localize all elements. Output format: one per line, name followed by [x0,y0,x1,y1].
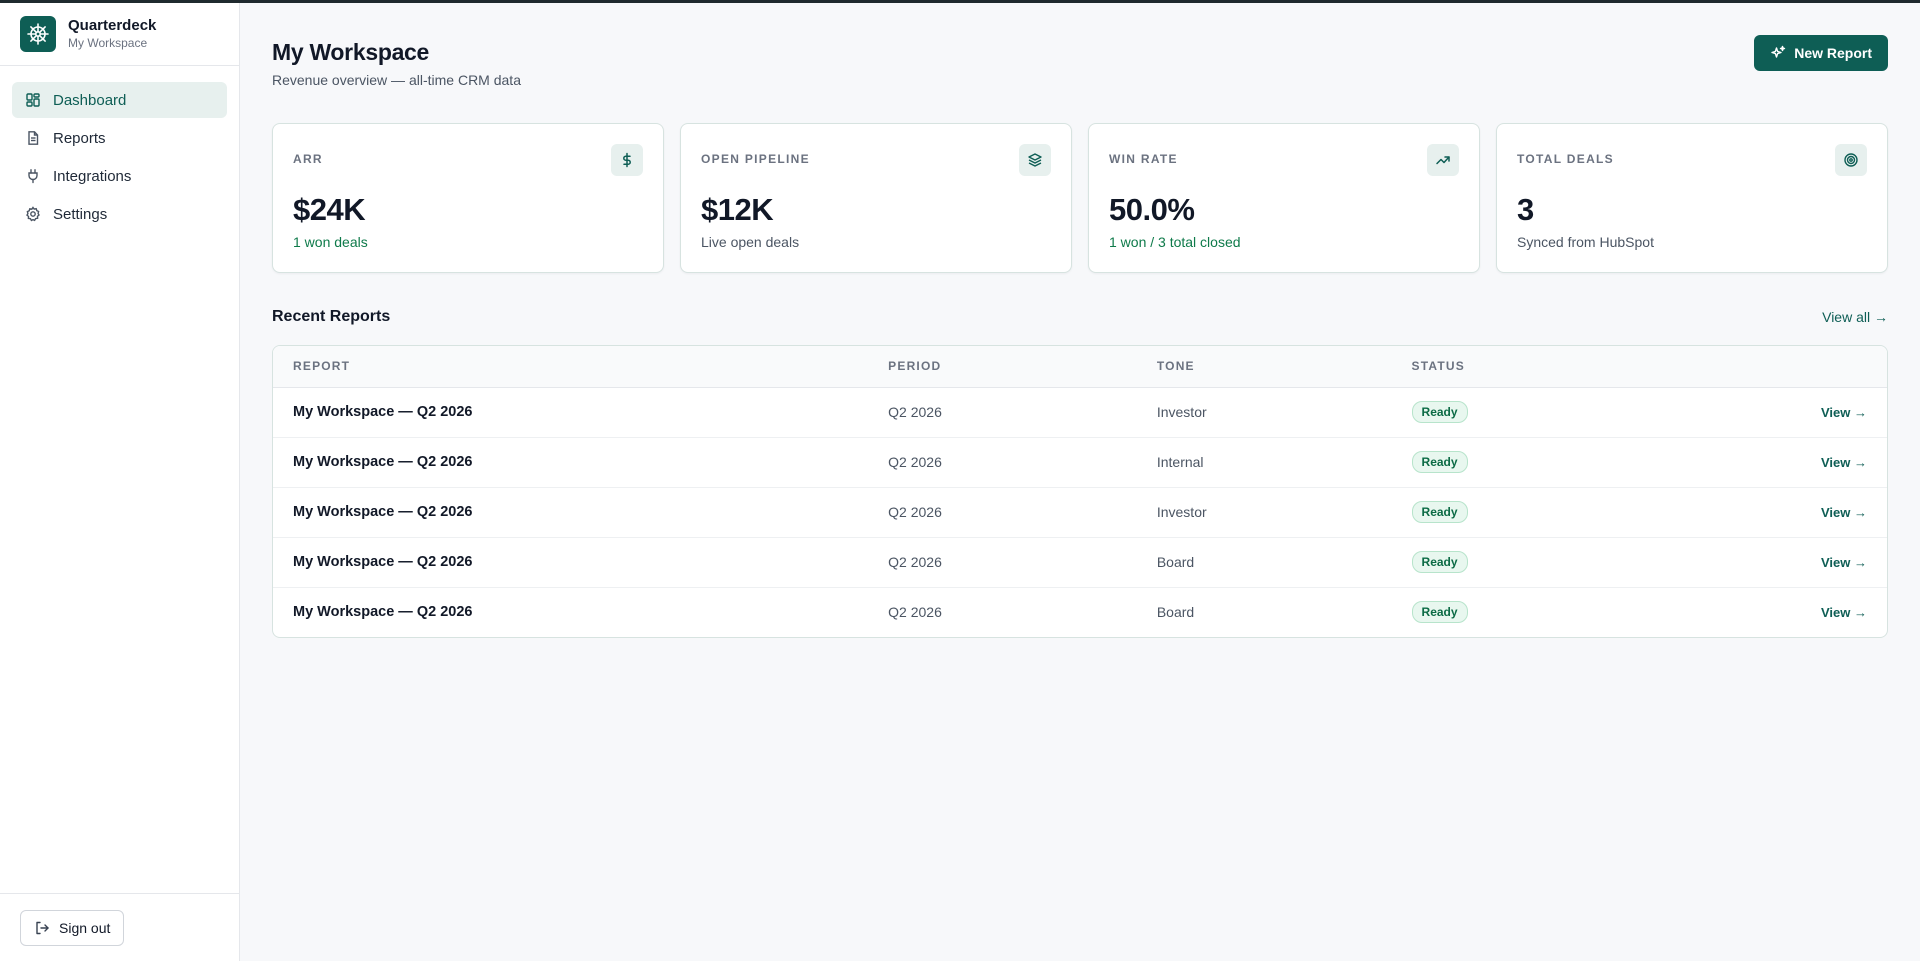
status-badge: Ready [1411,551,1468,573]
kpi-value: $12K [701,192,774,227]
column-header-period: PERIOD [868,346,1137,388]
kpi-cards: ARR $24K 1 won deals OPEN PIPELINE $12K … [272,123,1888,273]
sidebar: Quarterdeck My Workspace Dashboard Repor… [0,3,240,961]
action-cell: View → [1691,487,1887,538]
table-row[interactable]: My Workspace — Q2 2026 Q2 2026 Investor … [273,387,1887,438]
table-row[interactable]: My Workspace — Q2 2026 Q2 2026 Investor … [273,487,1887,538]
status-cell: Ready [1391,487,1692,538]
column-header-actions [1691,346,1887,388]
brand-name: Quarterdeck [68,17,157,34]
target-icon [1835,144,1867,176]
report-name: My Workspace — Q2 2026 [273,537,869,588]
table-header-row: REPORT PERIOD TONE STATUS [273,346,1887,388]
sidebar-nav: Dashboard Reports Integrations Settings [0,66,239,250]
kpi-note: Synced from HubSpot [1517,234,1654,250]
report-tone: Board [1156,604,1195,621]
sidebar-item-label: Reports [53,129,106,147]
brand[interactable]: Quarterdeck My Workspace [0,3,239,66]
status-badge: Ready [1411,401,1468,423]
status-badge: Ready [1411,601,1468,624]
view-report-link[interactable]: View → [1820,555,1867,570]
view-report-link[interactable]: View → [1820,505,1867,520]
report-period: Q2 2026 [868,437,1137,488]
kpi-note: Live open deals [701,234,800,250]
action-cell: View → [1691,387,1887,438]
view-report-link[interactable]: View → [1820,455,1867,470]
kpi-note: 1 won deals [293,234,368,250]
kpi-value: 3 [1517,192,1534,227]
report-name: My Workspace — Q2 2026 [273,437,869,488]
sidebar-item-label: Dashboard [53,91,127,109]
report-period: Q2 2026 [868,387,1137,438]
dollar-icon [611,144,643,176]
sidebar-item-integrations[interactable]: Integrations [12,158,227,194]
status-cell: Ready [1391,387,1692,438]
column-header-status: STATUS [1391,346,1692,388]
recent-reports-title: Recent Reports [272,308,391,325]
action-cell: View → [1691,437,1887,488]
ship-wheel-icon [20,16,56,52]
table-row[interactable]: My Workspace — Q2 2026 Q2 2026 Board Rea… [273,537,1887,588]
layers-icon [1019,144,1051,176]
kpi-label: ARR [293,152,323,166]
view-report-link[interactable]: View → [1820,405,1867,420]
page-title: My Workspace [272,39,430,65]
status-badge: Ready [1411,501,1468,523]
brand-workspace: My Workspace [68,36,148,50]
sidebar-item-label: Integrations [53,167,132,185]
action-cell: View → [1691,537,1887,588]
view-all-link[interactable]: View all → [1822,309,1888,325]
report-tone: Internal [1136,437,1392,488]
report-name: My Workspace — Q2 2026 [273,487,869,538]
table-row[interactable]: My Workspace — Q2 2026 Q2 2026 Internal … [273,437,1887,488]
kpi-card-win-rate: WIN RATE 50.0% 1 won / 3 total closed [1088,123,1480,273]
dashboard-icon [26,93,40,107]
kpi-note: 1 won / 3 total closed [1109,234,1241,250]
kpi-value: $24K [293,192,366,227]
column-header-tone: TONE [1136,346,1392,388]
view-report-link[interactable]: View → [1820,605,1867,621]
new-report-button[interactable]: New Report [1754,35,1888,71]
gear-icon [26,206,40,222]
column-header-report: REPORT [273,346,869,388]
main-content: My Workspace Revenue overview — all-time… [240,3,1920,961]
report-tone: Investor [1136,387,1392,438]
table-row[interactable]: My Workspace — Q2 2026 Q2 2026 Board Rea… [273,587,1887,637]
report-name: My Workspace — Q2 2026 [293,604,473,621]
kpi-label: TOTAL DEALS [1517,152,1614,166]
sparkles-icon [1771,45,1786,58]
kpi-label: OPEN PIPELINE [701,152,810,166]
sidebar-item-reports[interactable]: Reports [12,120,227,156]
sign-out-label: Sign out [59,920,111,936]
status-cell: Ready [1392,587,1692,637]
action-cell: View → [1691,587,1887,637]
sign-out-icon [36,921,49,935]
report-name: My Workspace — Q2 2026 [273,387,869,438]
sidebar-item-dashboard[interactable]: Dashboard [12,82,227,118]
kpi-value: 50.0% [1109,192,1195,227]
trending-up-icon [1427,144,1459,176]
window-top-border [0,0,1920,3]
new-report-label: New Report [1794,45,1872,61]
kpi-label: WIN RATE [1109,152,1178,166]
report-period: Q2 2026 [888,604,942,621]
report-period: Q2 2026 [868,537,1137,588]
status-cell: Ready [1391,537,1692,588]
sidebar-item-label: Settings [53,205,108,223]
page-subtitle: Revenue overview — all-time CRM data [272,72,521,88]
status-badge: Ready [1411,451,1468,473]
status-cell: Ready [1391,437,1692,488]
kpi-card-total-deals: TOTAL DEALS 3 Synced from HubSpot [1496,123,1888,273]
sign-out-button[interactable]: Sign out [20,910,125,946]
sidebar-item-settings[interactable]: Settings [12,196,227,232]
report-tone: Board [1136,537,1392,588]
report-tone: Investor [1136,487,1392,538]
recent-reports-table: REPORT PERIOD TONE STATUS My Workspace —… [272,345,1888,638]
plug-icon [28,169,38,184]
report-period: Q2 2026 [868,487,1137,538]
kpi-card-arr: ARR $24K 1 won deals [272,123,664,273]
kpi-card-open-pipeline: OPEN PIPELINE $12K Live open deals [680,123,1072,273]
sidebar-footer: Sign out [0,893,239,961]
file-text-icon [28,131,39,145]
